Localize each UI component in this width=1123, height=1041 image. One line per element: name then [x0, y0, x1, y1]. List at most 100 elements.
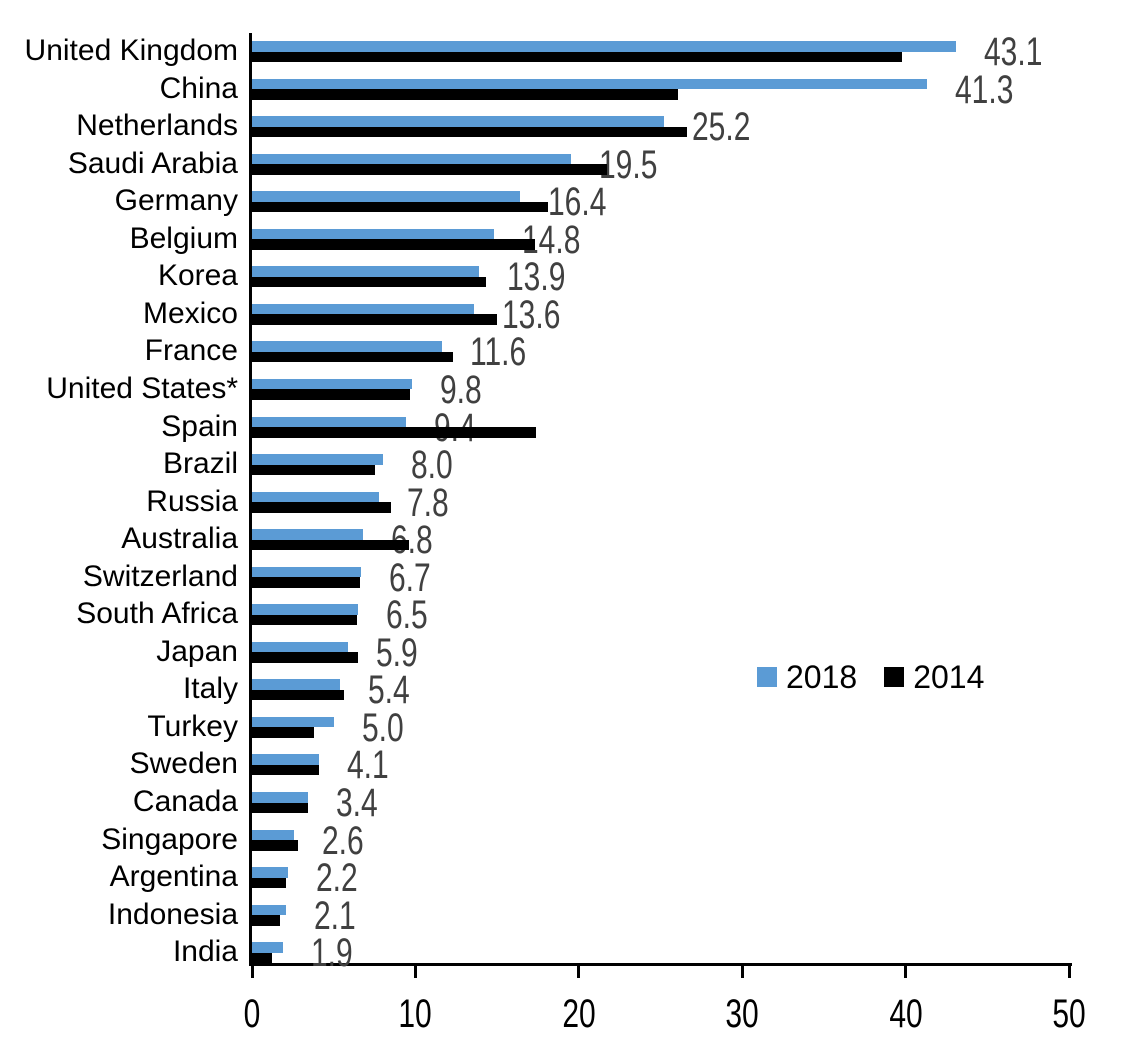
category-label: Indonesia: [107, 897, 238, 931]
legend-swatch-2018-icon: [757, 667, 777, 687]
bar-2014: [252, 877, 287, 889]
bar-2018: [252, 829, 295, 841]
bar-2018: [252, 679, 341, 690]
bar-2014: [252, 502, 391, 513]
bar-2014: [252, 952, 272, 964]
category-label: Saudi Arabia: [67, 146, 238, 180]
category-label: Russia: [146, 484, 238, 518]
bar-2018: [252, 566, 362, 578]
bar-2018: [252, 266, 480, 277]
category-label: Argentina: [109, 860, 238, 894]
bar-2014: [252, 126, 687, 138]
bar-2018: [252, 116, 664, 127]
bar-2014: [252, 539, 409, 551]
value-label: 5.4: [368, 668, 410, 713]
value-label: 16.4: [547, 180, 607, 225]
category-label: France: [144, 334, 238, 368]
value-label: 3.4: [335, 781, 378, 825]
value-label: 5.9: [376, 630, 419, 675]
value-label: 2.2: [315, 856, 358, 901]
value-label: 13.9: [507, 255, 566, 300]
category-label: Mexico: [142, 296, 238, 330]
legend: 2018 2014: [757, 661, 984, 693]
bar-2014: [252, 727, 315, 738]
legend-swatch-2014-icon: [884, 667, 905, 687]
x-tick-label: 40: [888, 992, 923, 1036]
bar-2018: [252, 904, 287, 916]
bar-2018: [252, 491, 380, 503]
x-tick: [1067, 966, 1071, 978]
bar-2014: [252, 314, 498, 325]
category-label: Netherlands: [76, 109, 238, 143]
bar-2014: [252, 389, 411, 400]
bar-2018: [252, 792, 308, 803]
legend-label-2014: 2014: [913, 659, 985, 695]
x-tick-label: 10: [398, 992, 433, 1036]
value-label: 25.2: [691, 105, 751, 150]
category-label: Germany: [114, 184, 238, 218]
bar-2018: [252, 378, 413, 390]
bar-2018: [252, 529, 364, 540]
bar-2014: [252, 652, 359, 663]
bar-2014: [252, 239, 535, 250]
bar-2018: [252, 41, 957, 52]
bar-2018: [252, 303, 475, 315]
x-tick: [250, 966, 254, 978]
value-label: 1.9: [311, 931, 353, 976]
category-label: Turkey: [147, 709, 238, 743]
x-tick-label: 50: [1052, 992, 1086, 1036]
legend-label-2018: 2018: [786, 659, 858, 695]
bar-2014: [252, 276, 486, 288]
bar-2014: [252, 464, 375, 476]
category-label: Singapore: [101, 822, 238, 856]
bar-2014: [252, 427, 537, 438]
value-label: 9.8: [440, 367, 482, 412]
bar-2014: [252, 840, 298, 851]
bar-2018: [252, 641, 349, 653]
value-label: 6.5: [386, 593, 428, 638]
bar-2014: [252, 764, 319, 776]
bar-2018: [252, 867, 288, 878]
x-tick: [413, 966, 417, 978]
category-label: China: [159, 71, 238, 105]
category-label: United Kingdom: [24, 34, 238, 67]
value-label: 8.0: [410, 443, 453, 488]
bar-2018: [252, 341, 442, 352]
category-label: Canada: [132, 785, 238, 818]
category-label: Korea: [157, 259, 238, 293]
bar-2014: [252, 614, 357, 626]
bar-2014: [252, 201, 548, 213]
plot-area: [249, 33, 1072, 966]
bar-2018: [252, 942, 284, 953]
bar-2018: [252, 454, 383, 465]
bar-2014: [252, 915, 280, 926]
category-label: Australia: [121, 522, 238, 556]
value-label: 6.7: [389, 555, 432, 600]
bar-2018: [252, 716, 334, 728]
category-label: United States*: [46, 371, 238, 405]
x-tick: [577, 966, 581, 978]
value-label: 2.6: [322, 818, 365, 863]
value-label: 43.1: [984, 30, 1043, 74]
value-label: 13.6: [502, 292, 561, 337]
value-label: 7.8: [407, 480, 450, 525]
value-label: 4.1: [346, 743, 389, 788]
bar-2014: [252, 577, 360, 588]
bar-2014: [252, 164, 607, 175]
bar-2018: [252, 153, 571, 165]
category-label: Switzerland: [82, 559, 238, 593]
category-label: South Africa: [76, 597, 238, 631]
x-tick: [740, 966, 744, 978]
bar-2014: [252, 51, 903, 62]
value-label: 5.0: [361, 705, 404, 750]
bar-2014: [252, 351, 453, 363]
bar-2018: [252, 191, 520, 202]
value-label: 11.6: [469, 330, 526, 375]
value-label: 2.1: [314, 893, 357, 938]
bar-2018: [252, 416, 406, 427]
category-label: Spain: [161, 409, 238, 443]
x-tick-label: 20: [562, 992, 596, 1036]
bar-2018: [252, 228, 494, 240]
x-tick: [904, 966, 908, 978]
